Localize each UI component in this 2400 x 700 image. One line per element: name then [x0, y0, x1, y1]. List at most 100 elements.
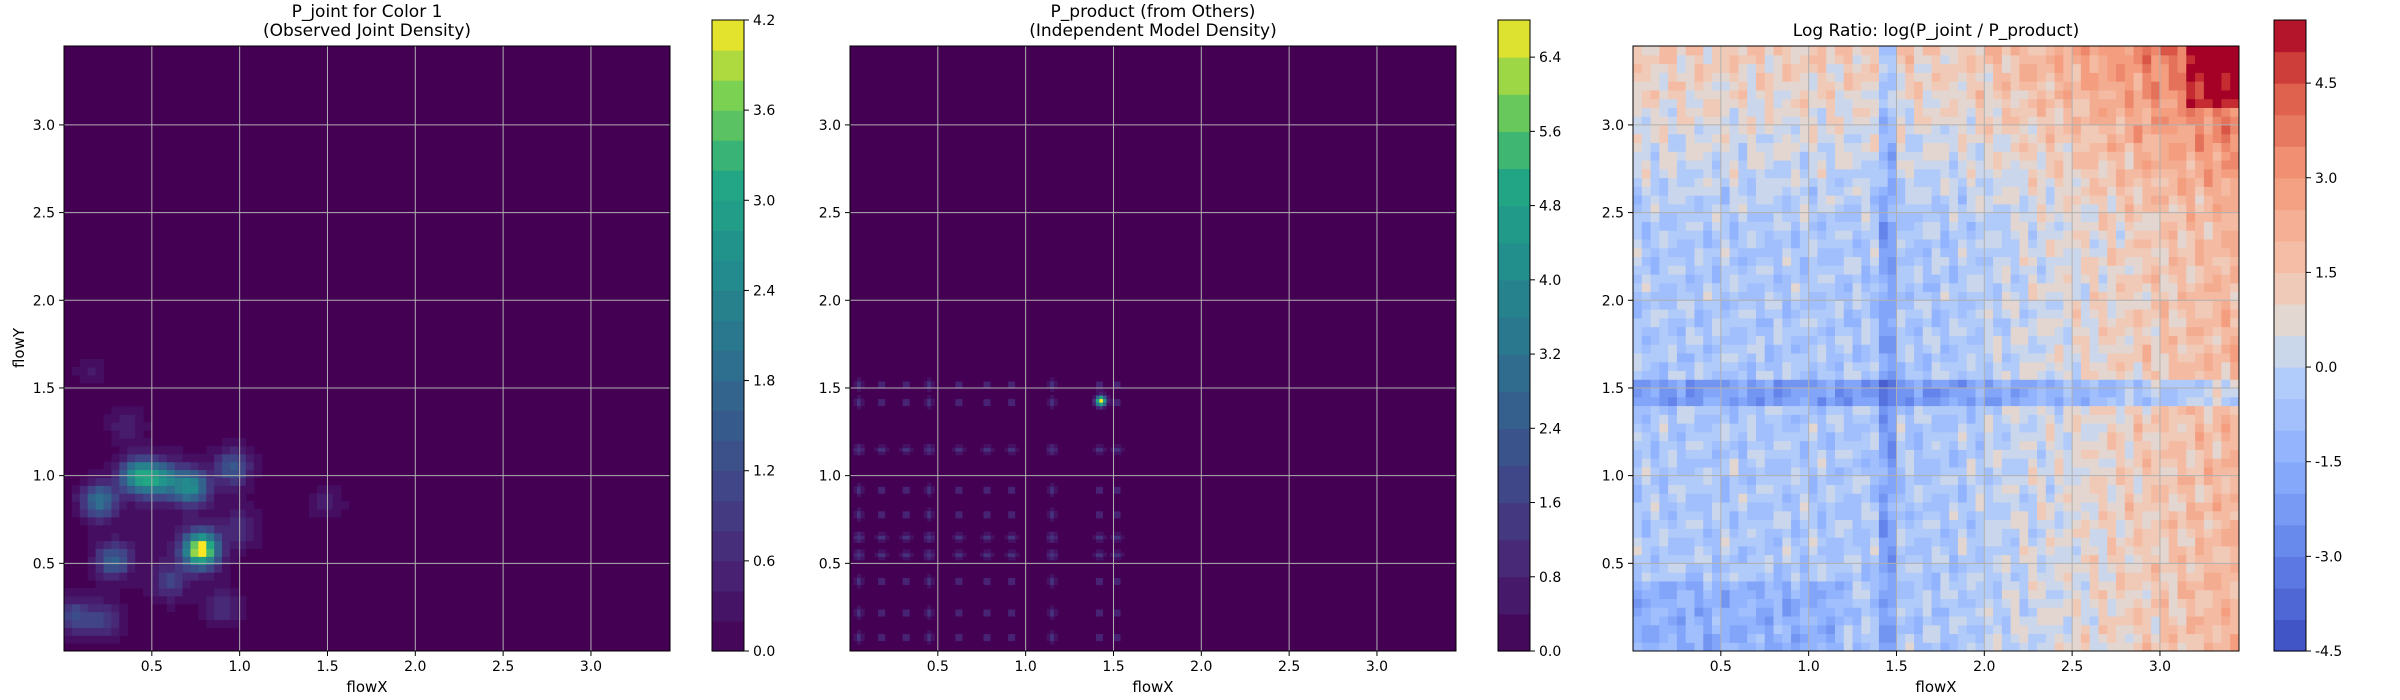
ratio-cell — [1949, 168, 1959, 179]
density-cell — [1120, 401, 1125, 407]
ratio-cell — [1852, 89, 1862, 100]
ratio-cell — [1975, 230, 1985, 240]
ratio-cell — [1949, 177, 1959, 187]
density-cell — [1113, 531, 1118, 536]
ratio-cell — [1861, 589, 1871, 599]
ratio-cell — [1914, 510, 1924, 521]
ratio-cell — [1791, 379, 1801, 389]
ratio-cell — [1755, 203, 1766, 214]
ratio-cell — [1817, 72, 1827, 82]
ratio-cell — [1712, 501, 1722, 512]
ratio-cell — [1791, 238, 1801, 249]
ratio-cell — [2001, 54, 2012, 65]
ratio-cell — [1957, 475, 1968, 486]
ratio-cell — [1720, 554, 1731, 564]
ratio-cell — [1914, 212, 1924, 222]
ratio-cell — [1782, 387, 1792, 398]
ratio-cell — [1896, 309, 1906, 319]
ratio-cell — [1729, 598, 1739, 608]
ratio-cell — [1650, 466, 1660, 477]
ratio-cell — [1747, 484, 1757, 494]
density-cell — [253, 453, 263, 463]
density-cell — [1120, 612, 1125, 617]
ratio-cell — [1993, 361, 2003, 372]
density-cell — [927, 556, 932, 561]
density-cell — [1102, 608, 1108, 614]
ratio-cell — [1975, 501, 1985, 512]
density-cell — [857, 377, 862, 382]
density-cell — [857, 605, 862, 610]
ratio-cell — [1808, 361, 1819, 372]
ratio-cell — [1896, 256, 1906, 266]
ratio-cell — [1685, 63, 1696, 73]
density-cell — [955, 510, 960, 515]
density-cell — [1008, 444, 1013, 449]
ratio-cell — [1870, 431, 1880, 442]
ratio-cell — [1975, 598, 1985, 608]
ratio-cell — [2019, 633, 2029, 643]
ratio-cell — [1914, 501, 1924, 512]
ratio-cell — [1641, 98, 1652, 108]
density-cell — [127, 461, 136, 471]
ratio-cell — [1668, 633, 1678, 643]
ratio-cell — [1896, 203, 1906, 214]
ratio-cell — [1896, 563, 1906, 573]
ratio-cell — [1633, 273, 1643, 284]
ratio-cell — [1773, 186, 1783, 196]
ratio-cell — [1852, 116, 1862, 126]
ratio-cell — [1870, 265, 1880, 275]
ratio-cell — [1747, 177, 1757, 187]
ratio-cell — [1712, 370, 1722, 380]
ratio-cell — [1843, 431, 1854, 442]
ratio-cell — [1870, 107, 1880, 117]
ratio-cell — [1676, 326, 1687, 336]
ratio-cell — [1870, 326, 1880, 336]
ratio-cell — [1870, 554, 1880, 564]
ratio-cell — [1747, 168, 1757, 179]
density-cell — [206, 501, 215, 510]
density-cell — [198, 548, 207, 557]
density-cell — [958, 451, 964, 456]
density-cell — [857, 615, 862, 621]
ratio-cell — [1966, 458, 1977, 468]
density-cell — [103, 572, 113, 581]
product-density-plot — [850, 46, 1456, 651]
density-cell — [71, 595, 81, 605]
ratio-cell — [2019, 159, 2029, 170]
density-cell — [222, 572, 231, 581]
ratio-cell — [1887, 317, 1898, 328]
ratio-cell — [1817, 107, 1827, 117]
ratio-cell — [1922, 203, 1933, 214]
ratio-cell — [1984, 116, 1994, 126]
density-cell — [983, 401, 988, 407]
ratio-cell — [1808, 291, 1819, 301]
ratio-cell — [1782, 344, 1792, 354]
ratio-cell — [1957, 72, 1968, 82]
ratio-cell — [1826, 440, 1836, 450]
ratio-cell — [1729, 580, 1739, 591]
density-cell — [135, 469, 144, 478]
ratio-cell — [1782, 633, 1792, 643]
density-cell — [902, 517, 907, 522]
ratio-cell — [1914, 168, 1924, 179]
density-cell — [103, 469, 113, 478]
ratio-cell — [1633, 466, 1643, 477]
ratio-cell — [1764, 291, 1775, 301]
ratio-cell — [2037, 607, 2047, 617]
density-cell — [182, 485, 192, 494]
ratio-cell — [1922, 186, 1933, 196]
density-cell — [135, 501, 144, 510]
density-cell — [1099, 608, 1104, 614]
ratio-cell — [1896, 387, 1906, 398]
ratio-cell — [1799, 633, 1810, 643]
density-cell — [927, 538, 932, 543]
ratio-cell — [1720, 501, 1731, 512]
ratio-cell — [1826, 151, 1836, 161]
ratio-cell — [1905, 414, 1915, 424]
ratio-cell — [1931, 554, 1941, 564]
density-cell — [143, 508, 152, 518]
ratio-cell — [1957, 326, 1968, 336]
density-cell — [1008, 612, 1013, 617]
ratio-cell — [1764, 370, 1775, 380]
ratio-cell — [1957, 89, 1968, 100]
